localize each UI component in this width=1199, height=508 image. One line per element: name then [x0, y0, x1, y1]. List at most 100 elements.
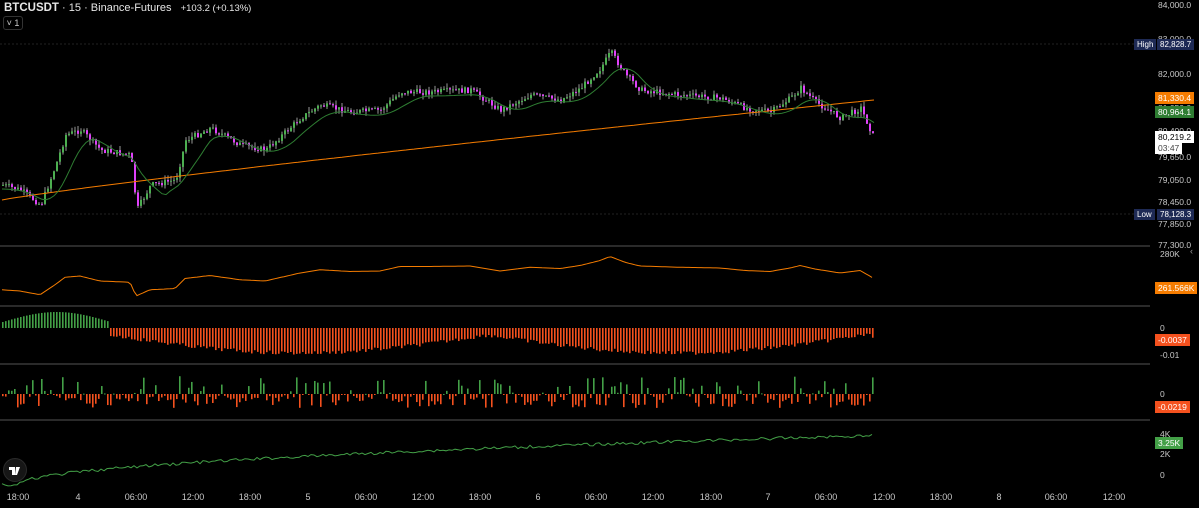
pane3-bar: [632, 328, 634, 351]
pane4-bar: [578, 394, 580, 407]
pane5-tick-mid: 2K: [1160, 449, 1171, 459]
pane5-line: [1, 433, 873, 487]
candle-body: [623, 68, 625, 70]
pane3-bar: [317, 328, 319, 354]
pane4-bar: [242, 394, 244, 399]
time-label: 8: [996, 492, 1002, 502]
pane4-bar: [104, 393, 106, 395]
pane3-bar: [338, 328, 340, 351]
pane4-bar: [503, 394, 505, 395]
time-label: 12:00: [641, 492, 665, 502]
pane-separators: [0, 43, 1150, 421]
time-label: 18:00: [6, 492, 30, 502]
pane4-bar: [122, 394, 124, 395]
pane4-bar: [395, 394, 397, 400]
pane3-bar: [47, 312, 49, 328]
candle-body: [551, 95, 553, 99]
pane4-bar: [374, 394, 376, 395]
indicator-pane-4[interactable]: [2, 376, 874, 408]
pane3-bar: [287, 328, 289, 353]
candle-body: [38, 203, 40, 205]
price-tick: 79,050.0: [1158, 175, 1192, 185]
pane3-bar: [449, 328, 451, 341]
candle-body: [296, 122, 298, 124]
pane4-bar: [494, 379, 496, 394]
pane3-bar: [53, 312, 55, 328]
pane3-bar: [329, 328, 331, 354]
pane3-bar: [293, 328, 295, 355]
candle-body: [698, 95, 700, 98]
pane4-bar: [722, 394, 724, 407]
pane3-bar: [29, 314, 31, 328]
pane3-bar: [218, 328, 220, 349]
change-label: +103.2 (+0.13%): [180, 3, 252, 14]
pane4-bar: [734, 394, 736, 404]
candle-body: [653, 91, 655, 94]
pane3-bar: [785, 328, 787, 346]
pane3-bar: [857, 328, 859, 335]
pane4-bar: [335, 394, 337, 406]
collapse-arrow-icon[interactable]: ‹: [1190, 246, 1193, 256]
pane3-bar: [719, 328, 721, 353]
pane4-bar: [845, 383, 847, 394]
pane3-bar: [554, 328, 556, 344]
candle-body: [746, 108, 748, 110]
pane4-bar: [701, 385, 703, 394]
indicator-toggle[interactable]: ˅ 1: [3, 16, 23, 30]
indicator-pane-2[interactable]: [1, 256, 873, 297]
candle-body: [503, 106, 505, 112]
indicator-pane-5[interactable]: [1, 433, 873, 487]
candle-body: [680, 95, 682, 97]
pane3-bar: [263, 328, 265, 355]
pane3-bar: [395, 328, 397, 347]
pane4-bar: [323, 383, 325, 394]
pane3-bar: [107, 321, 109, 328]
pane3-bar: [8, 320, 10, 328]
pane3-bar: [98, 318, 100, 328]
pane4-bar: [713, 394, 715, 404]
tradingview-logo-icon[interactable]: [3, 458, 27, 482]
pane4-bar: [467, 388, 469, 394]
price-tick: 84,000.0: [1158, 0, 1192, 10]
pane4-bar: [824, 381, 826, 394]
candle-body: [461, 88, 463, 93]
time-label: 18:00: [238, 492, 262, 502]
pane4-bar: [371, 394, 373, 399]
candle-body: [827, 109, 829, 111]
pane3-bar: [95, 317, 97, 328]
pane3-bar: [740, 328, 742, 349]
pane3-bar: [326, 328, 328, 353]
pane4-bar: [650, 394, 652, 395]
candle-body: [869, 123, 871, 132]
pane3-bar: [617, 328, 619, 352]
symbol-title[interactable]: BTCUSDT: [4, 2, 59, 14]
pane3-bar: [419, 328, 421, 347]
pane4-bar: [680, 379, 682, 394]
pane3-bar: [746, 328, 748, 352]
pane3-bar: [17, 317, 19, 328]
price-tick: 77,850.0: [1158, 219, 1192, 229]
interval-label[interactable]: 15: [68, 2, 81, 14]
pane4-bar: [752, 394, 754, 404]
candle-body: [404, 93, 406, 95]
pane4-bar: [707, 394, 709, 398]
candle-body: [641, 87, 643, 91]
candle-body: [5, 184, 7, 186]
pane4-bar: [407, 394, 409, 408]
pane4-bar: [269, 394, 271, 397]
candle-body: [278, 140, 280, 142]
candle-body: [620, 65, 622, 69]
pane4-bar: [566, 394, 568, 395]
pane3-bar: [755, 328, 757, 348]
pane3-bar: [335, 328, 337, 354]
indicator-pane-3[interactable]: [2, 312, 874, 355]
pane3-bar: [443, 328, 445, 341]
candle-body: [677, 92, 679, 96]
pane4-bar: [272, 394, 274, 405]
pane3-bar: [143, 328, 145, 339]
pane3-bar: [215, 328, 217, 351]
pane3-bar: [56, 312, 58, 328]
price-pane[interactable]: [1, 48, 875, 209]
pane3-bar: [569, 328, 571, 347]
